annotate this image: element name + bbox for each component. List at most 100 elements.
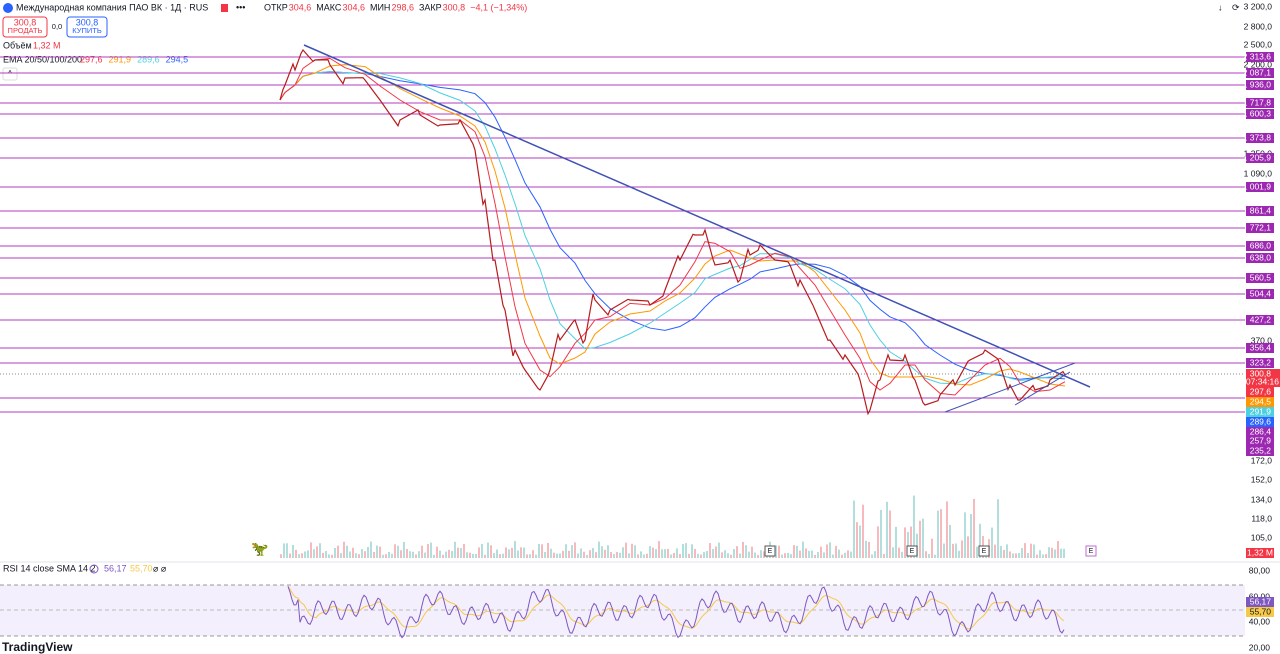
earnings-marker[interactable] <box>764 545 776 557</box>
ema-axis-label: 294,5 <box>1250 396 1272 406</box>
volume-bar <box>706 550 708 558</box>
volume-bar <box>568 550 570 558</box>
volume-bar <box>307 550 309 558</box>
volume-bar <box>583 551 585 558</box>
volume-bar <box>649 546 651 558</box>
volume-bar <box>562 550 564 558</box>
level-box <box>1246 68 1274 78</box>
volume-bar <box>448 549 450 558</box>
volume-bar <box>979 523 981 558</box>
volume-bar <box>331 554 333 558</box>
volume-bar <box>430 542 432 558</box>
volume-bar <box>298 554 300 558</box>
volume-bar <box>346 545 348 558</box>
volume-bar <box>541 544 543 558</box>
volume-bar <box>664 549 666 558</box>
volume-bar <box>901 551 903 558</box>
volume-bar <box>700 554 702 558</box>
volume-bar <box>715 546 717 558</box>
rsi-value: 56,17 <box>104 563 127 573</box>
sell-label[interactable]: ПРОДАТЬ <box>8 26 43 35</box>
volume-bar <box>1021 548 1023 558</box>
logo[interactable]: TradingView <box>2 640 73 654</box>
volume-bar <box>364 551 366 558</box>
level-box <box>1246 315 1274 325</box>
level-box <box>1246 446 1274 456</box>
volume-box <box>1246 548 1274 558</box>
volume-bar <box>607 545 609 558</box>
volume-bar <box>475 553 477 558</box>
refresh[interactable]: ⟳ <box>1232 2 1240 12</box>
trend-line <box>303 44 1091 388</box>
earnings-marker[interactable] <box>906 545 918 557</box>
download[interactable]: ↓ <box>1218 2 1223 12</box>
volume-bar <box>289 553 291 558</box>
price-axis-label: 172,0 <box>1251 455 1273 465</box>
volume-bar <box>922 518 924 558</box>
symbol[interactable]: Международная компания ПАО ВК · 1Д · RUS <box>16 2 208 12</box>
more[interactable]: ••• <box>236 2 245 12</box>
volume-bar <box>1036 554 1038 558</box>
rsi-icon[interactable] <box>89 564 99 574</box>
volume-bar <box>874 551 876 558</box>
price-axis-label: 370,0 <box>1251 335 1273 345</box>
volume-bar <box>379 546 381 558</box>
volume-bar <box>592 547 594 558</box>
level-box <box>1246 289 1274 299</box>
buy-price[interactable]: 300,8 <box>76 17 99 27</box>
volume-bar <box>934 554 936 558</box>
sell-price[interactable]: 300,8 <box>14 17 37 27</box>
ema-value: 289,6 <box>137 54 160 64</box>
earnings-marker[interactable] <box>978 545 990 557</box>
buy-button[interactable] <box>66 16 108 38</box>
volume-bar <box>838 549 840 558</box>
rsi-icons[interactable]: ⌀ ⌀ <box>153 563 167 573</box>
volume-bar <box>334 547 336 558</box>
rsi-axis-value: 56,17 <box>1250 596 1272 606</box>
volume-bar <box>691 544 693 558</box>
volume-bar <box>877 526 879 558</box>
level-box <box>1246 273 1274 283</box>
volume-bar <box>670 554 672 558</box>
level-box <box>1246 253 1274 263</box>
volume-bar <box>757 554 759 558</box>
level-label: 638,0 <box>1250 252 1272 262</box>
volume-bar <box>844 552 846 558</box>
volume-bar <box>751 546 753 558</box>
flag[interactable] <box>221 4 228 12</box>
volume-bar <box>868 541 870 558</box>
volume-bar <box>835 545 837 558</box>
ema-50 <box>279 64 1066 387</box>
last-price-box <box>1246 369 1280 387</box>
volume-bar <box>544 552 546 558</box>
volume-bar <box>526 554 528 558</box>
volume-bar <box>340 553 342 558</box>
ohlc-value: 300,8 <box>443 2 466 12</box>
volume-bar <box>892 547 894 558</box>
buy-label[interactable]: КУПИТЬ <box>72 26 102 35</box>
volume-bar <box>292 544 294 558</box>
volume-bar <box>556 553 558 558</box>
level-box <box>1246 80 1274 90</box>
volume-bar <box>295 549 297 558</box>
level-label: 257,9 <box>1250 435 1272 445</box>
volume-bar <box>964 512 966 558</box>
volume-bar <box>310 542 312 558</box>
sell-button[interactable] <box>2 16 48 38</box>
volume-bar <box>1060 548 1062 558</box>
volume-bar <box>577 553 579 558</box>
volume-bar <box>382 554 384 558</box>
drawing-tool[interactable]: 🦖 <box>251 541 269 557</box>
earnings-marker[interactable] <box>1085 545 1097 557</box>
volume-bar <box>826 544 828 558</box>
volume-bar <box>973 498 975 558</box>
volume-bar <box>589 550 591 558</box>
volume-bar <box>946 501 948 558</box>
volume-bar <box>538 543 540 558</box>
volume-bar <box>871 554 873 558</box>
volume-bar <box>511 547 513 558</box>
volume-bar <box>433 554 435 558</box>
level-box <box>1246 153 1274 163</box>
volume-bar <box>646 553 648 558</box>
collapse[interactable] <box>2 67 18 81</box>
